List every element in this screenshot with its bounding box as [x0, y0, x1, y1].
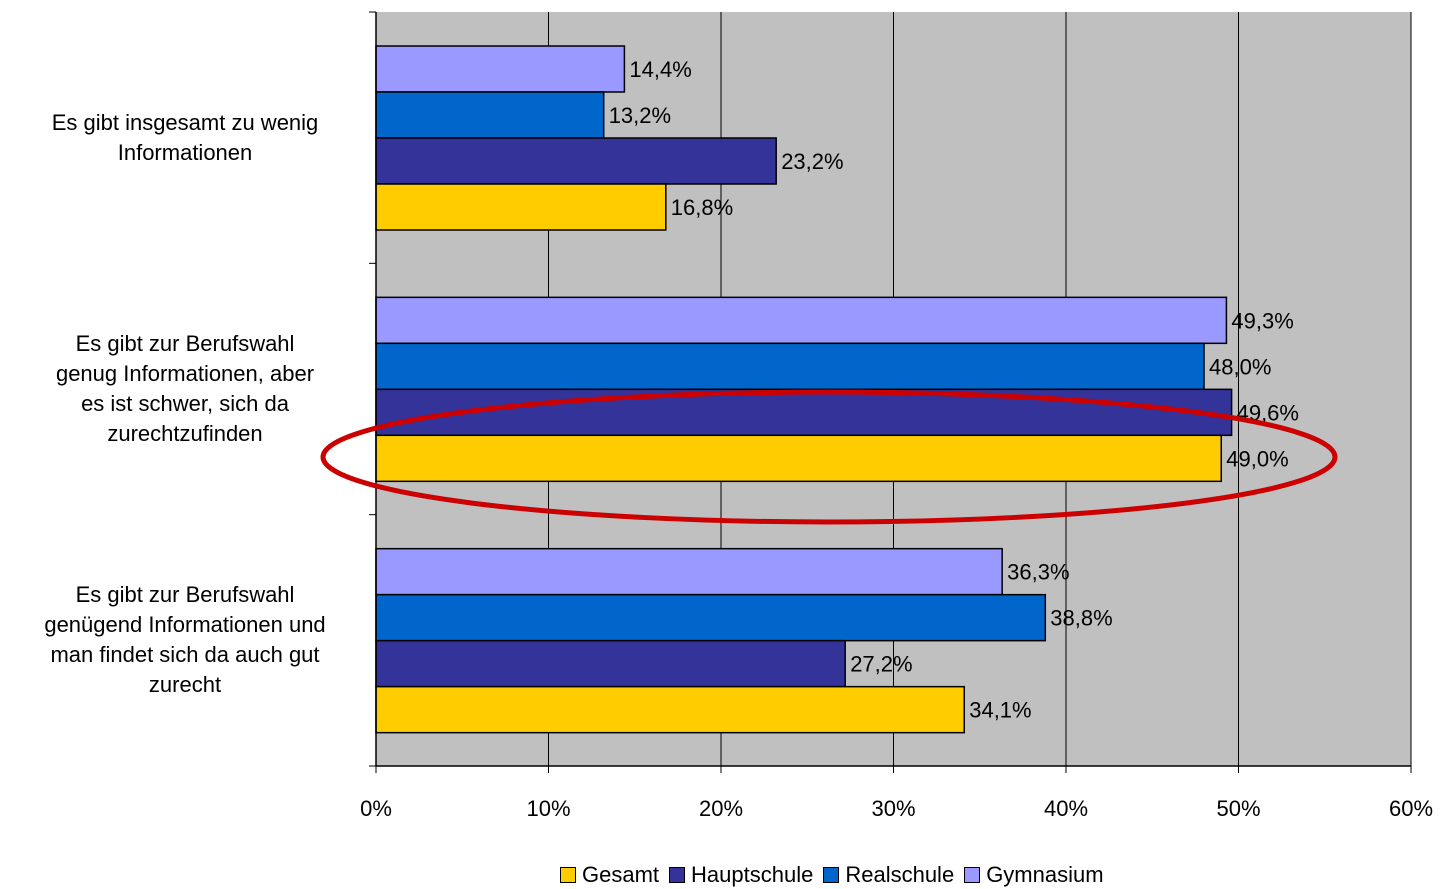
x-tick-label: 50% [1216, 796, 1260, 821]
axes [369, 11, 1412, 773]
data-label: 34,1% [969, 698, 1031, 723]
data-label: 49,0% [1226, 446, 1288, 471]
category-label-line: zurecht [148, 672, 222, 698]
category-label: Es gibt zur Berufswahl genug Informatione… [15, 329, 355, 449]
bar-gymnasium [375, 45, 626, 93]
legend-swatch [964, 867, 981, 883]
x-tick-label: 30% [871, 796, 915, 821]
legend: Gesamt Hauptschule Realschule Gymnasium [560, 862, 1114, 888]
bar-gymnasium [375, 547, 1003, 596]
data-label: 36,3% [1007, 560, 1069, 585]
bar-hauptschule [375, 137, 777, 185]
category-label-line: Es gibt zur Berufswahl [75, 331, 295, 356]
bar-gesamt [375, 434, 1222, 483]
bar-gymnasium [375, 296, 1228, 345]
data-label: 48,0% [1209, 354, 1271, 379]
legend-swatch [560, 867, 576, 883]
highlight-ellipse [320, 389, 1338, 525]
category-label-line: genug Informationen, aber [55, 361, 315, 386]
bar-realschule [375, 91, 605, 139]
bar-hauptschule [375, 639, 846, 688]
category-label: Es gibt insgesamt zu wenig Informationen [15, 108, 355, 168]
bar-series [375, 45, 1233, 734]
category-label-line: Es gibt insgesamt zu wenig [51, 109, 319, 135]
bar-realschule [375, 593, 1047, 642]
legend-item-gesamt: Gesamt [560, 862, 659, 888]
legend-item-realschule: Realschule [823, 862, 954, 888]
data-labels: 14,4%13,2%23,2%16,8%49,3%48,0%49,6%49,0%… [609, 57, 1299, 723]
data-label: 14,4% [629, 57, 691, 82]
legend-label: Realschule [845, 862, 955, 887]
data-label: 38,8% [1050, 606, 1112, 631]
legend-item-gymnasium: Gymnasium [964, 862, 1104, 888]
x-tick-label: 60% [1389, 796, 1433, 821]
bar-hauptschule [375, 388, 1233, 437]
bar-gesamt [375, 685, 965, 734]
x-tick-label: 10% [526, 796, 570, 821]
legend-label: Gymnasium [986, 862, 1104, 887]
data-label: 23,2% [781, 149, 843, 174]
category-label-line: Es gibt zur Berufswahl [75, 582, 295, 608]
data-label: 16,8% [671, 195, 733, 220]
data-label: 27,2% [850, 652, 912, 677]
bar-realschule [375, 342, 1205, 391]
data-label: 13,2% [609, 103, 671, 128]
legend-swatch [823, 867, 840, 883]
x-tick-label: 40% [1044, 796, 1088, 821]
category-label-line: genügend Informationen und [44, 612, 326, 638]
legend-label: Gesamt [582, 862, 660, 887]
category-label-line: zurechtzufinden [107, 421, 263, 446]
x-tick-label: 0% [360, 796, 392, 821]
x-tick-label: 20% [699, 796, 743, 821]
legend-item-hauptschule: Hauptschule [669, 862, 813, 888]
data-label: 49,3% [1231, 308, 1293, 333]
bar-gesamt [375, 183, 667, 231]
legend-label: Hauptschule [691, 862, 814, 887]
x-tick-labels: 0% 10% 20% 30% 40% 50% 60% [360, 796, 1433, 821]
category-label-line: es ist schwer, sich da [81, 391, 289, 416]
category-label-line: Informationen [117, 139, 253, 165]
category-label-line: man findet sich da auch gut [50, 642, 320, 668]
legend-swatch [669, 867, 686, 883]
category-label: Es gibt zur Berufswahl genügend Informati… [15, 580, 355, 700]
